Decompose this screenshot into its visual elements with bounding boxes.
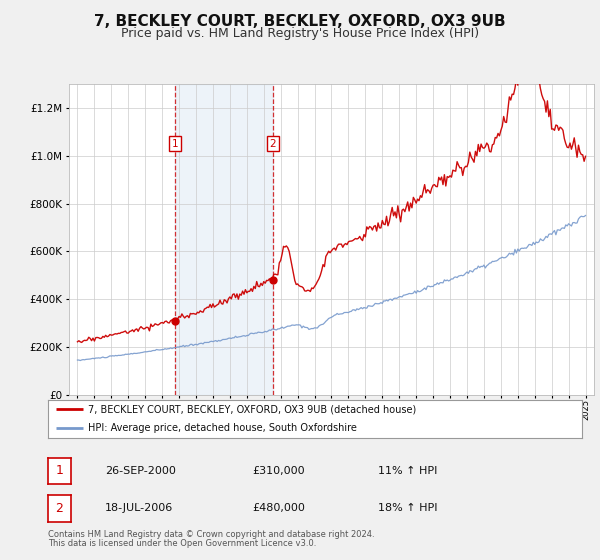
Text: 2: 2 — [269, 139, 276, 149]
Text: 1: 1 — [172, 139, 178, 149]
Text: Price paid vs. HM Land Registry's House Price Index (HPI): Price paid vs. HM Land Registry's House … — [121, 27, 479, 40]
Text: 11% ↑ HPI: 11% ↑ HPI — [378, 466, 437, 476]
Bar — [175, 84, 273, 395]
Text: 7, BECKLEY COURT, BECKLEY, OXFORD, OX3 9UB (detached house): 7, BECKLEY COURT, BECKLEY, OXFORD, OX3 9… — [88, 404, 416, 414]
Text: 2: 2 — [55, 502, 64, 515]
Text: 18% ↑ HPI: 18% ↑ HPI — [378, 503, 437, 514]
Text: 7, BECKLEY COURT, BECKLEY, OXFORD, OX3 9UB: 7, BECKLEY COURT, BECKLEY, OXFORD, OX3 9… — [94, 14, 506, 29]
Text: Contains HM Land Registry data © Crown copyright and database right 2024.: Contains HM Land Registry data © Crown c… — [48, 530, 374, 539]
Text: 26-SEP-2000: 26-SEP-2000 — [105, 466, 176, 476]
Text: 1: 1 — [55, 464, 64, 478]
Text: £480,000: £480,000 — [252, 503, 305, 514]
Text: HPI: Average price, detached house, South Oxfordshire: HPI: Average price, detached house, Sout… — [88, 423, 357, 433]
Text: £310,000: £310,000 — [252, 466, 305, 476]
Text: This data is licensed under the Open Government Licence v3.0.: This data is licensed under the Open Gov… — [48, 539, 316, 548]
Text: 18-JUL-2006: 18-JUL-2006 — [105, 503, 173, 514]
